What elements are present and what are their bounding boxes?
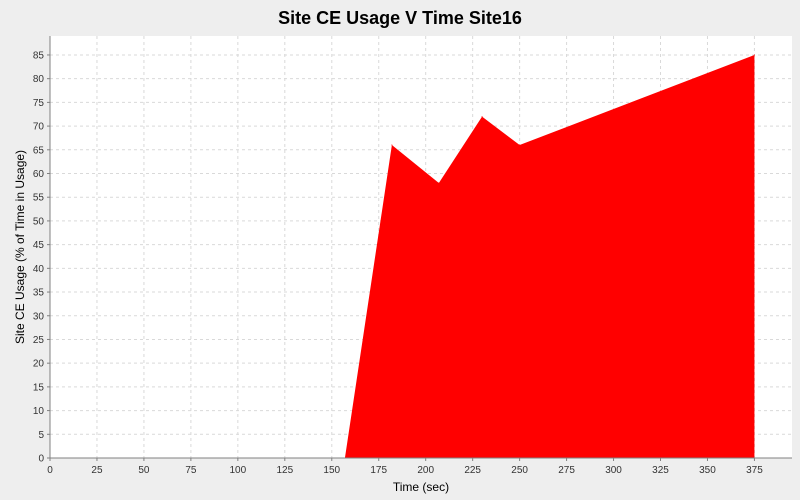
y-tick-label: 30 (33, 311, 45, 322)
y-tick-label: 65 (33, 145, 45, 156)
x-tick-label: 225 (464, 465, 481, 476)
y-tick-label: 50 (33, 216, 45, 227)
data-point (519, 144, 521, 146)
x-tick-label: 350 (699, 465, 716, 476)
y-tick-label: 35 (33, 288, 45, 299)
y-tick-label: 10 (33, 406, 45, 417)
x-tick-label: 275 (558, 465, 575, 476)
x-tick-label: 75 (185, 465, 197, 476)
x-axis-label: Time (sec) (393, 480, 449, 494)
x-tick-label: 300 (605, 465, 622, 476)
data-point (438, 182, 440, 184)
x-axis-ticks: 0 25 50 75 100 125 150 175 200 225 250 275 300 325 350… (47, 458, 763, 476)
y-tick-label: 70 (33, 122, 45, 133)
data-point (391, 144, 393, 146)
x-tick-label: 125 (276, 465, 293, 476)
y-tick-label: 75 (33, 98, 45, 109)
x-tick-label: 25 (91, 465, 103, 476)
area-series (344, 54, 755, 458)
y-tick-label: 20 (33, 359, 45, 370)
x-tick-label: 175 (370, 465, 387, 476)
y-tick-label: 85 (33, 50, 45, 61)
y-tick-label: 25 (33, 335, 45, 346)
y-tick-label: 55 (33, 193, 45, 204)
data-point (481, 116, 483, 118)
y-tick-label: 40 (33, 264, 45, 275)
x-tick-label: 200 (417, 465, 434, 476)
y-tick-label: 15 (33, 382, 45, 393)
x-tick-label: 325 (652, 465, 669, 476)
y-tick-label: 0 (38, 454, 44, 465)
y-tick-label: 80 (33, 74, 45, 85)
y-tick-label: 5 (38, 430, 44, 441)
chart-title: Site CE Usage V Time Site16 (278, 8, 522, 28)
x-tick-label: 250 (511, 465, 528, 476)
y-tick-label: 60 (33, 169, 45, 180)
x-tick-label: 150 (323, 465, 340, 476)
data-point (753, 54, 755, 56)
y-axis-ticks: 0 5 10 15 20 25 30 35 40 45 50 55 60 65 70 75 80 85 (33, 50, 50, 465)
y-axis-label: Site CE Usage (% of Time in Usage) (13, 150, 27, 344)
y-tick-label: 45 (33, 240, 45, 251)
axes (49, 36, 792, 459)
x-tick-label: 50 (138, 465, 150, 476)
x-tick-label: 100 (230, 465, 247, 476)
x-tick-label: 0 (47, 465, 53, 476)
x-tick-label: 375 (746, 465, 763, 476)
